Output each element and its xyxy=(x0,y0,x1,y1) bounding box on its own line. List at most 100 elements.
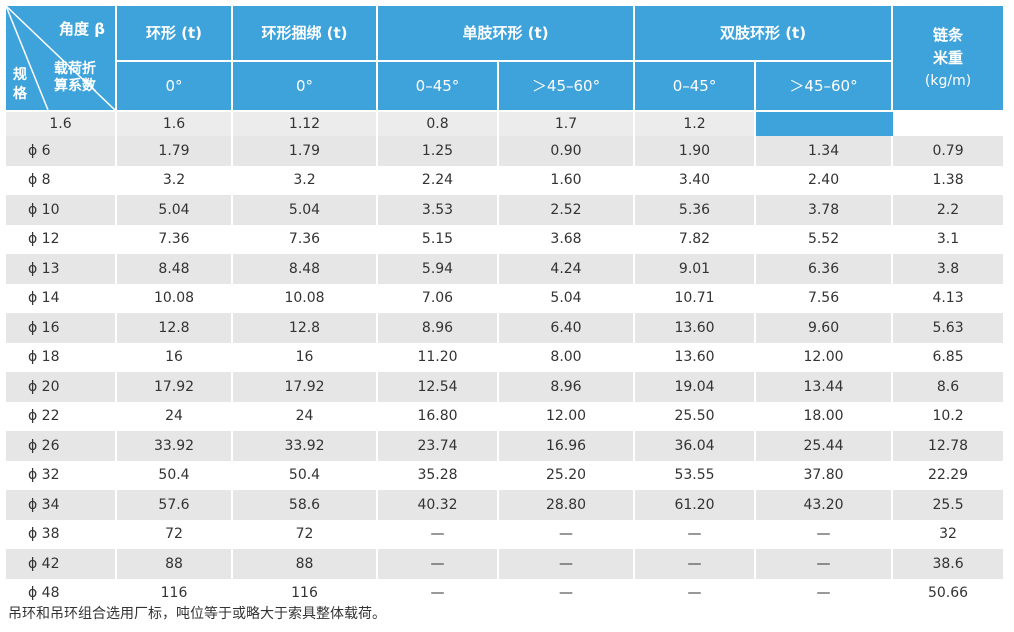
value-cell: 8.96 xyxy=(378,313,499,343)
value-cell: 12.8 xyxy=(233,313,378,343)
spec-cell: ϕ 10 xyxy=(6,195,117,225)
weight-cell: 22.29 xyxy=(893,460,1004,490)
value-cell: 88 xyxy=(233,549,378,579)
table-row: ϕ 32 50.4 50.4 35.28 25.20 53.55 37.80 22.29 xyxy=(6,460,1004,490)
spec-cell: ϕ 32 xyxy=(6,460,117,490)
load-table: 角度 β 载荷折 算系数 规 格 环形 (t) 环形捆绑 (t) 单肢环形 (t… xyxy=(6,6,1004,608)
table-body: 1.6 1.6 1.12 0.8 1.7 1.2 ϕ 6 1.79 1.79 1.25… xyxy=(6,112,1004,608)
value-cell: 50.4 xyxy=(233,460,378,490)
table-row: ϕ 8 3.2 3.2 2.24 1.60 3.40 2.40 1.38 xyxy=(6,165,1004,195)
spec-cell: ϕ 6 xyxy=(6,136,117,166)
spec-cell: ϕ 42 xyxy=(6,549,117,579)
weight-cell: 10.2 xyxy=(893,401,1004,431)
table-row: ϕ 22 24 24 16.80 12.00 25.50 18.00 10.2 xyxy=(6,401,1004,431)
value-cell: 5.94 xyxy=(378,254,499,284)
value-cell: 43.20 xyxy=(756,490,894,520)
value-cell: 10.08 xyxy=(117,283,233,313)
value-cell: 1.34 xyxy=(756,136,894,166)
value-cell: 8.00 xyxy=(499,342,636,372)
table-row: ϕ 42 88 88— — — —38.6 xyxy=(6,549,1004,579)
spec-cell: ϕ 22 xyxy=(6,401,117,431)
table-header: 角度 β 载荷折 算系数 规 格 环形 (t) 环形捆绑 (t) 单肢环形 (t… xyxy=(6,6,1004,112)
sub-header: ＞45–60° xyxy=(756,61,894,112)
factor-cell: 1.12 xyxy=(233,112,378,136)
value-cell: 3.78 xyxy=(756,195,894,225)
value-cell: 28.80 xyxy=(499,490,636,520)
table-row: ϕ 26 33.92 33.92 23.74 16.96 36.04 25.44 12.78 xyxy=(6,431,1004,461)
factor-cell: 0.8 xyxy=(378,112,499,136)
value-cell: 7.56 xyxy=(756,283,894,313)
spec-cell: ϕ 26 xyxy=(6,431,117,461)
factor-cell: 1.2 xyxy=(635,112,757,136)
value-cell: 8.96 xyxy=(499,372,636,402)
value-cell: 12.00 xyxy=(499,401,636,431)
value-cell: 7.36 xyxy=(233,224,378,254)
value-cell: 9.01 xyxy=(635,254,757,284)
value-cell: 13.60 xyxy=(635,313,757,343)
sub-header: ＞45–60° xyxy=(499,61,636,112)
value-cell: 13.44 xyxy=(756,372,894,402)
value-cell: 16.96 xyxy=(499,431,636,461)
value-cell: 35.28 xyxy=(378,460,499,490)
load-factor-row: 1.6 1.6 1.12 0.8 1.7 1.2 xyxy=(6,112,1003,136)
value-cell: 6.40 xyxy=(499,313,636,343)
table-row: ϕ 14 10.08 10.08 7.06 5.04 10.71 7.56 4.13 xyxy=(6,283,1004,313)
value-cell: 5.04 xyxy=(117,195,233,225)
ring-header: 环形 (t) xyxy=(117,6,233,62)
value-cell: 2.24 xyxy=(378,165,499,195)
value-cell: 53.55 xyxy=(635,460,757,490)
value-cell: 11.20 xyxy=(378,342,499,372)
value-cell: 3.68 xyxy=(499,224,636,254)
factor-cell: 1.6 xyxy=(117,112,233,136)
weight-cell: 3.1 xyxy=(893,224,1004,254)
value-cell: 72 xyxy=(233,519,378,549)
value-cell: — xyxy=(635,519,757,549)
weight-cell: 6.85 xyxy=(893,342,1004,372)
value-cell: 36.04 xyxy=(635,431,757,461)
weight-cell: 50.66 xyxy=(893,578,1004,608)
table-row: ϕ 13 8.48 8.48 5.94 4.24 9.01 6.36 3.8 xyxy=(6,254,1004,284)
value-cell: 5.04 xyxy=(233,195,378,225)
value-cell: — xyxy=(499,578,636,608)
value-cell: 116 xyxy=(117,578,233,608)
ring-bundle-header: 环形捆绑 (t) xyxy=(233,6,378,62)
value-cell: 17.92 xyxy=(233,372,378,402)
value-cell: — xyxy=(499,519,636,549)
value-cell: 5.04 xyxy=(499,283,636,313)
value-cell: 12.8 xyxy=(117,313,233,343)
value-cell: 1.60 xyxy=(499,165,636,195)
value-cell: 7.06 xyxy=(378,283,499,313)
value-cell: 25.50 xyxy=(635,401,757,431)
value-cell: 3.53 xyxy=(378,195,499,225)
spec-cell: ϕ 16 xyxy=(6,313,117,343)
value-cell: 8.48 xyxy=(233,254,378,284)
weight-cell: 2.2 xyxy=(893,195,1004,225)
value-cell: 40.32 xyxy=(378,490,499,520)
value-cell: 17.92 xyxy=(117,372,233,402)
value-cell: 58.6 xyxy=(233,490,378,520)
table-row: ϕ 10 5.04 5.04 3.53 2.52 5.36 3.78 2.2 xyxy=(6,195,1004,225)
value-cell: 7.36 xyxy=(117,224,233,254)
value-cell: 72 xyxy=(117,519,233,549)
spec-cell: ϕ 48 xyxy=(6,578,117,608)
value-cell: — xyxy=(378,519,499,549)
value-cell: 33.92 xyxy=(233,431,378,461)
weight-cell: 1.38 xyxy=(893,165,1004,195)
value-cell: 37.80 xyxy=(756,460,894,490)
factor-cell: 1.6 xyxy=(6,112,117,136)
weight-cell: 38.6 xyxy=(893,549,1004,579)
weight-cell: 12.78 xyxy=(893,431,1004,461)
value-cell: 13.60 xyxy=(635,342,757,372)
table-row: ϕ 34 57.6 58.6 40.32 28.80 61.20 43.20 25.5 xyxy=(6,490,1004,520)
value-cell: 1.25 xyxy=(378,136,499,166)
diagonal-lines xyxy=(6,6,115,110)
value-cell: 8.48 xyxy=(117,254,233,284)
spec-cell: ϕ 13 xyxy=(6,254,117,284)
value-cell: 12.00 xyxy=(756,342,894,372)
weight-cell: 4.13 xyxy=(893,283,1004,313)
value-cell: 2.52 xyxy=(499,195,636,225)
spec-cell: ϕ 14 xyxy=(6,283,117,313)
value-cell: 12.54 xyxy=(378,372,499,402)
value-cell: 25.44 xyxy=(756,431,894,461)
weight-cell: 8.6 xyxy=(893,372,1004,402)
